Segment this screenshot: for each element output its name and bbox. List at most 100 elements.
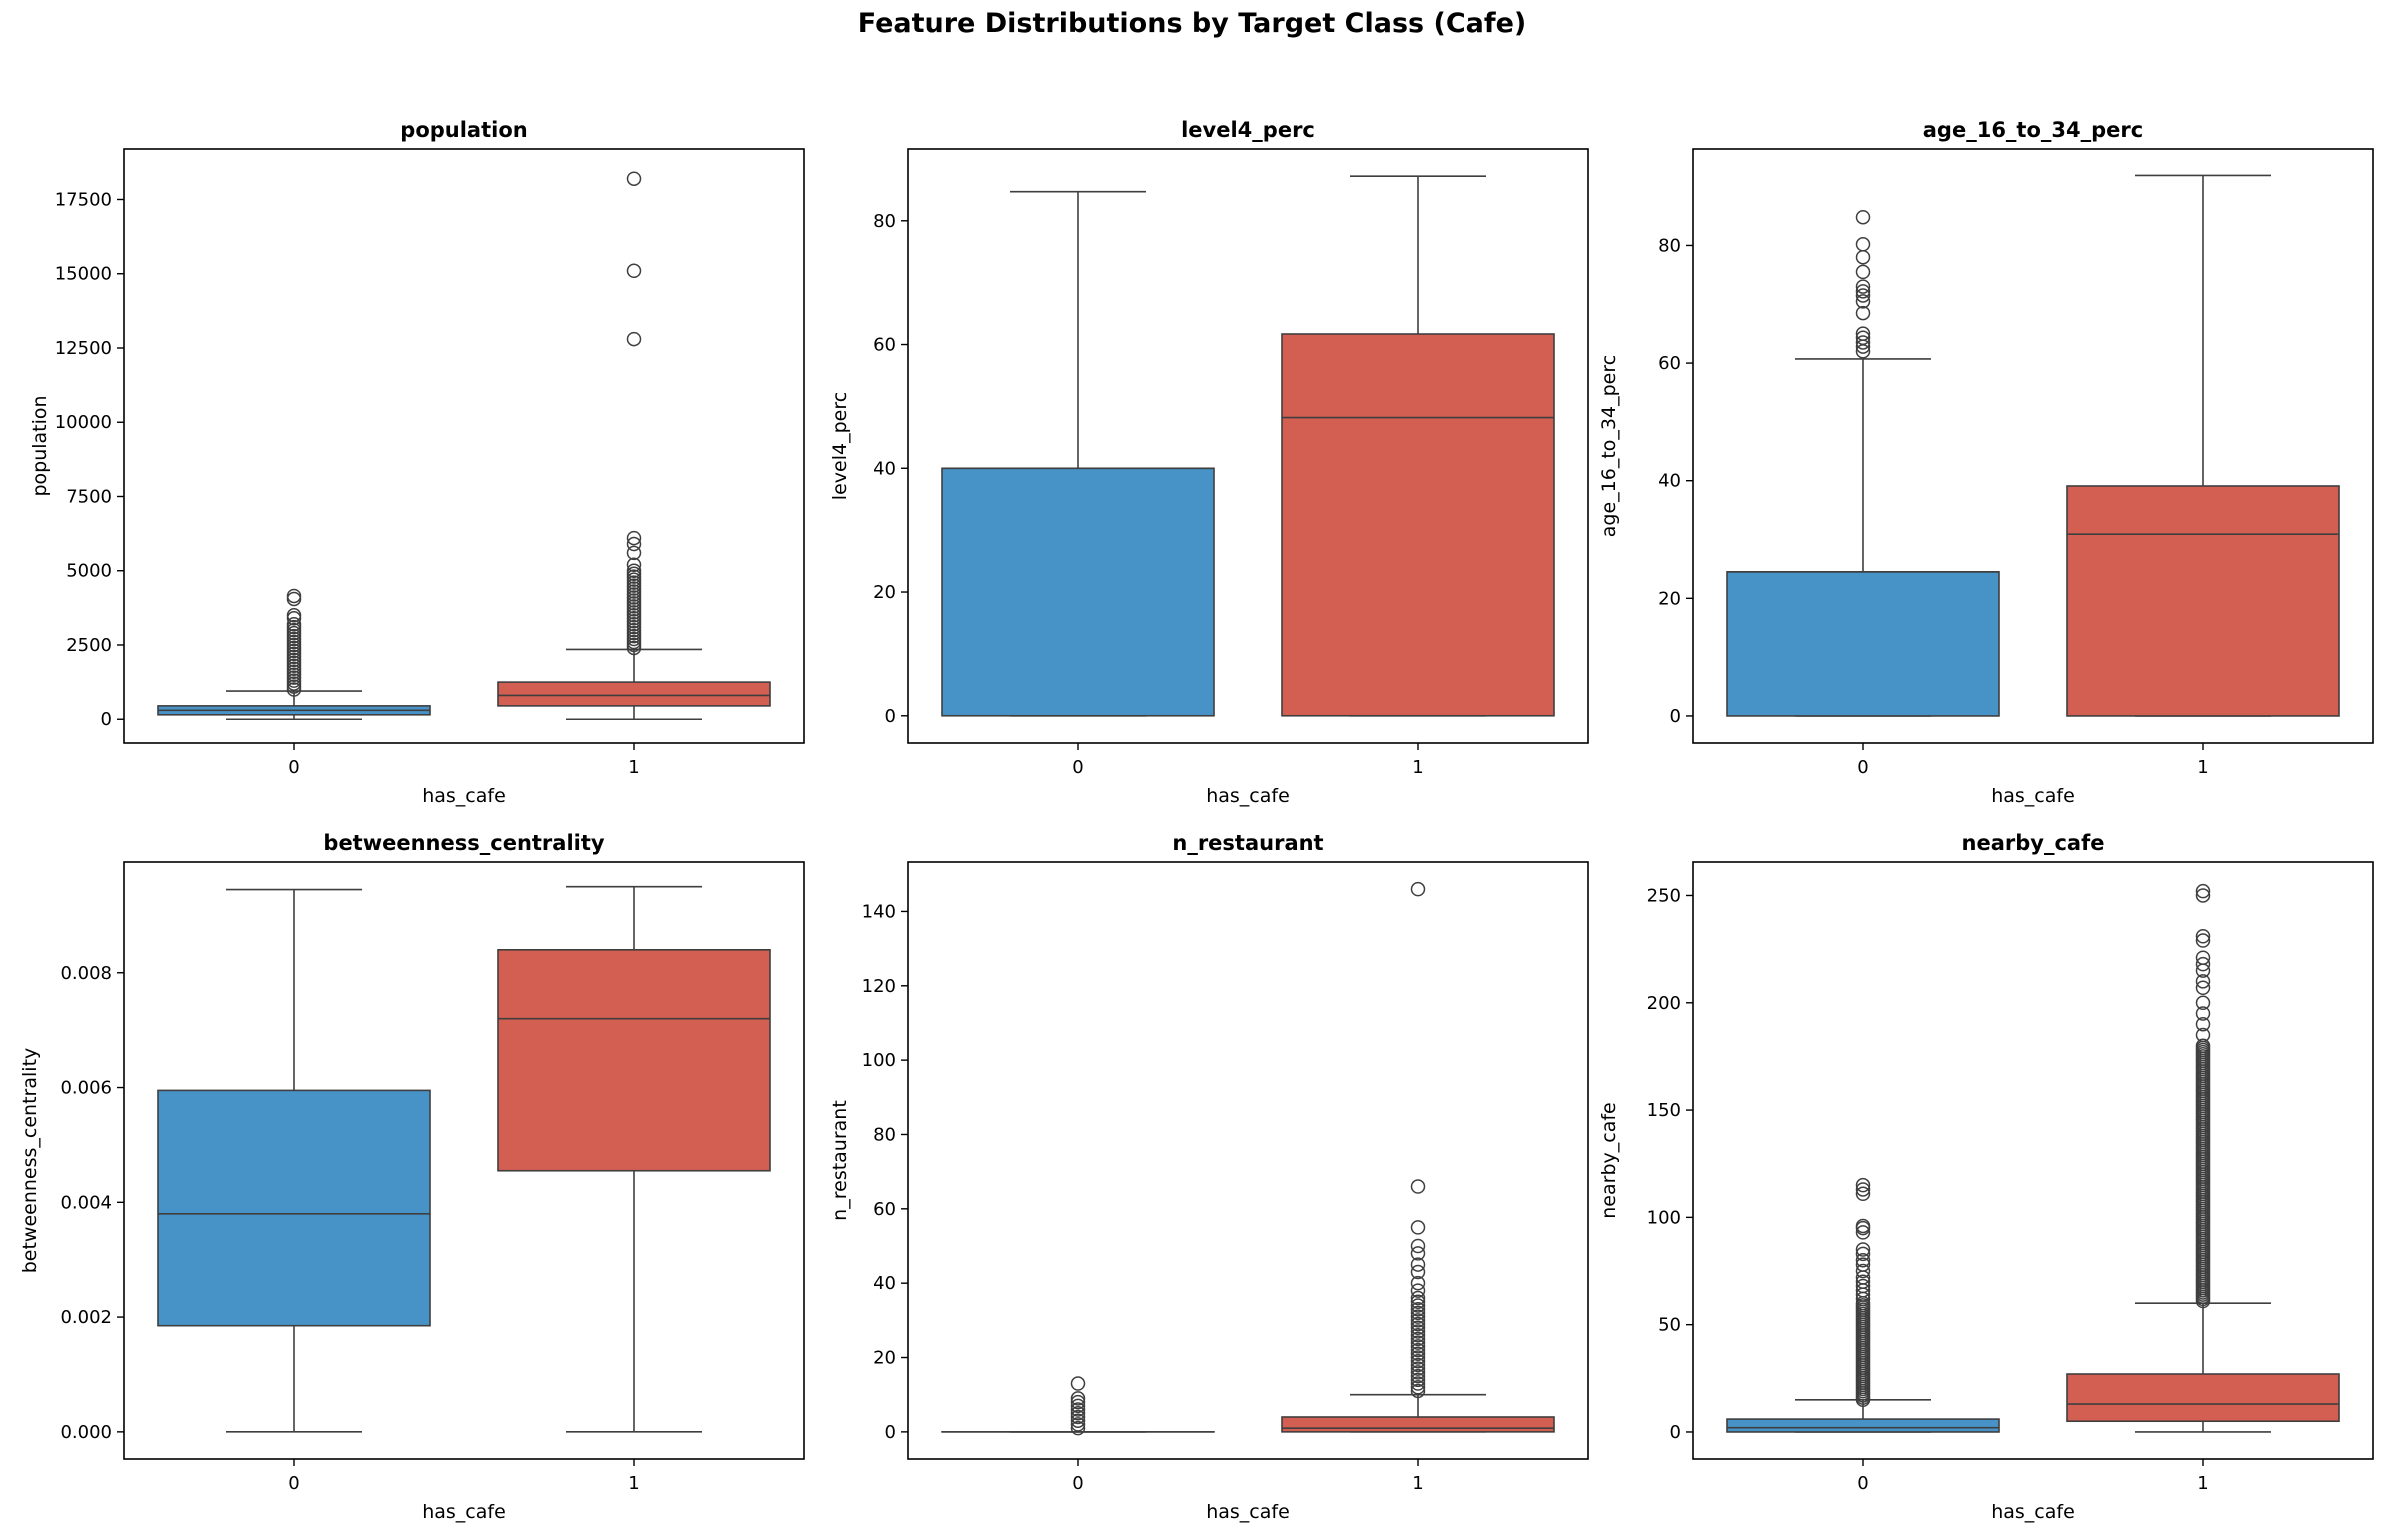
outlier-point — [286, 616, 302, 632]
y-axis-label: n_restaurant — [829, 1100, 851, 1221]
y-tick-label: 15000 — [55, 264, 112, 285]
outlier-point — [1855, 294, 1871, 309]
x-tick-label: 1 — [2197, 757, 2208, 778]
y-tick-label: 80 — [1658, 235, 1681, 256]
outlier-point — [1410, 1372, 1426, 1388]
y-tick-label: 2500 — [66, 635, 112, 656]
outlier-point — [2195, 928, 2211, 944]
y-tick-label: 0 — [101, 709, 112, 730]
box-body — [2066, 1373, 2340, 1423]
y-tick-label: 150 — [1647, 1100, 1681, 1121]
outlier-point — [1410, 1324, 1426, 1339]
outlier-point — [1410, 1179, 1426, 1194]
subplot-population: 0 2500 5000 7500 10000 12500 15000 17500 0 1 popul… — [29, 118, 805, 807]
y-tick-label: 17500 — [55, 189, 112, 210]
y-tick-label: 40 — [873, 458, 896, 479]
outlier-point — [1855, 249, 1871, 265]
y-tick-label: 60 — [1658, 353, 1681, 374]
figure-suptitle: Feature Distributions by Target Class (C… — [857, 8, 1527, 39]
outlier-point — [1855, 209, 1871, 225]
outlier-point — [2195, 1038, 2211, 1053]
outlier-point — [626, 557, 642, 573]
y-axis-label: population — [29, 395, 51, 496]
y-tick-label: 0 — [885, 706, 896, 727]
outlier-point — [1070, 1409, 1086, 1425]
x-tick-label: 0 — [1072, 757, 1083, 778]
box-body — [2066, 485, 2340, 717]
y-tick-label: 100 — [862, 1050, 896, 1071]
box-class-0 — [157, 888, 431, 1433]
outlier-point — [1410, 1313, 1426, 1328]
x-axis-label: has_cafe — [422, 785, 506, 807]
x-tick-label: 0 — [1857, 757, 1868, 778]
box-body — [497, 949, 771, 1172]
y-tick-label: 0.008 — [60, 963, 112, 984]
x-axis-label: has_cafe — [1206, 785, 1290, 807]
outlier-point — [626, 331, 642, 347]
subplot-title: nearby_cafe — [1962, 831, 2105, 855]
y-tick-label: 0 — [1670, 706, 1681, 727]
outlier-point — [626, 536, 642, 552]
x-axis-label: has_cafe — [1206, 1501, 1290, 1523]
y-axis-label: betweenness_centrality — [19, 1048, 41, 1274]
y-tick-label: 5000 — [66, 561, 112, 582]
y-axis-label: level4_perc — [829, 392, 851, 500]
box-class-0 — [1726, 209, 2000, 717]
subplot-title: betweenness_centrality — [323, 831, 604, 855]
x-tick-label: 1 — [1412, 757, 1423, 778]
subplot-title: level4_perc — [1181, 118, 1315, 142]
outlier-point — [1410, 881, 1426, 897]
outlier-point — [1855, 1274, 1871, 1289]
y-tick-label: 60 — [873, 335, 896, 356]
x-tick-label: 0 — [288, 1473, 299, 1494]
outlier-point — [286, 588, 302, 604]
outlier-point — [1410, 1368, 1426, 1384]
outlier-point — [1410, 1361, 1426, 1376]
outlier-point — [1410, 1294, 1426, 1310]
outlier-point — [1855, 335, 1871, 350]
y-tick-label: 60 — [873, 1199, 896, 1220]
outlier-point — [626, 545, 642, 561]
y-tick-label: 200 — [1647, 993, 1681, 1014]
axes-frame — [123, 148, 805, 744]
outlier-point — [1410, 1316, 1426, 1332]
outlier-point — [626, 563, 642, 578]
box-body — [1726, 571, 2000, 717]
outlier-point — [1855, 1218, 1871, 1234]
y-tick-label: 0.000 — [60, 1422, 112, 1443]
box-class-1 — [1281, 175, 1555, 717]
y-tick-label: 10000 — [55, 412, 112, 433]
outlier-point — [2195, 974, 2211, 989]
subplot-n-restaurant: 0 20 40 60 80 100 120 140 0 1 n_restaurant has_cafe… — [829, 831, 1589, 1523]
y-tick-label: 250 — [1647, 885, 1681, 906]
outlier-point — [1410, 1335, 1426, 1350]
y-tick-label: 12500 — [55, 338, 112, 359]
outlier-point — [1410, 1380, 1426, 1395]
subplot-age-16-to-34-perc: 0 20 40 60 80 0 1 age_16_to_34_perc has_cafe age_… — [1598, 118, 2374, 807]
box-class-1 — [497, 885, 771, 1433]
y-tick-label: 40 — [1658, 471, 1681, 492]
outlier-point — [1070, 1402, 1086, 1417]
outlier-point — [1410, 1246, 1426, 1261]
x-axis-label: has_cafe — [422, 1501, 506, 1523]
outlier-point — [2195, 1027, 2211, 1043]
box-class-0 — [941, 1376, 1215, 1436]
outlier-point — [1410, 1305, 1426, 1321]
outlier-point — [1855, 264, 1871, 280]
y-tick-label: 140 — [862, 901, 896, 922]
y-tick-label: 40 — [873, 1273, 896, 1294]
outlier-point — [286, 608, 302, 623]
box-class-1 — [497, 171, 771, 721]
x-axis-label: has_cafe — [1991, 785, 2075, 807]
y-tick-label: 20 — [873, 1348, 896, 1369]
outlier-point — [2195, 1016, 2211, 1032]
outlier-point — [1855, 237, 1871, 252]
outlier-point — [1410, 1264, 1426, 1280]
outlier-point — [1855, 1253, 1871, 1268]
box-class-1 — [1281, 881, 1555, 1433]
box-body — [941, 467, 1215, 717]
y-tick-label: 50 — [1658, 1315, 1681, 1336]
axes-frame — [907, 861, 1589, 1460]
outlier-point — [1855, 284, 1871, 299]
